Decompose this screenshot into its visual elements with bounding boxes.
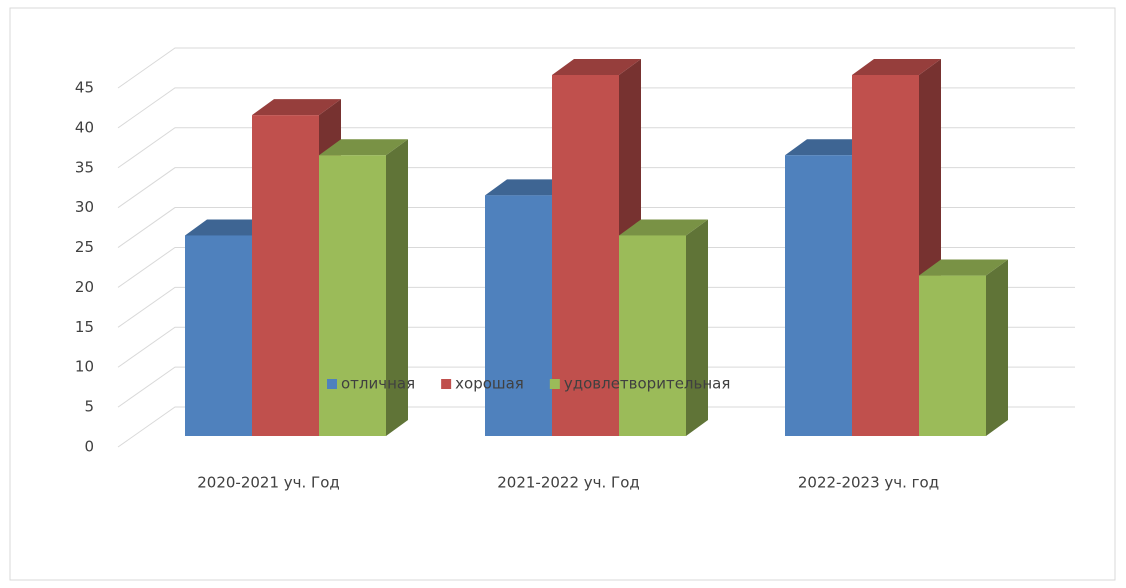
grid-line [117,47,1075,89]
bar-top [919,259,1008,276]
bar [785,155,852,436]
grid-line [117,366,1075,408]
grid-line [117,286,1075,328]
bar-top [319,139,408,156]
x-tick-label: 2021-2022 уч. Год [497,474,640,492]
bar [319,155,386,436]
bar [619,235,686,436]
bar [852,75,919,436]
grid-line [117,127,1075,169]
bar [485,195,552,436]
grid-line [117,326,1075,368]
grid-line [117,246,1075,288]
bar [185,235,252,436]
legend-swatch [441,379,452,389]
y-tick-label: 10 [75,358,94,376]
bar-side [686,219,708,436]
grid-line [117,167,1075,209]
y-tick-label: 45 [75,79,94,97]
legend-label: отличная [341,375,415,393]
legend-label: удовлетворительная [564,375,731,393]
bar-top [185,219,274,236]
bar-top [485,179,574,196]
y-tick-label: 15 [75,318,94,336]
bar-top [552,59,641,75]
bar-side [386,139,408,436]
legend-label: хорошая [455,375,524,393]
bar-top [785,139,874,156]
grid-line [117,406,1075,448]
y-tick-label: 30 [75,198,94,216]
y-tick-label: 20 [75,278,94,296]
bar-top [619,219,708,236]
bar-side [986,259,1008,436]
y-tick-label: 25 [75,238,94,256]
grid-line [117,87,1075,129]
y-tick-label: 35 [75,158,94,176]
bar-top [252,99,341,116]
grid-line [117,207,1075,248]
x-tick-label: 2020-2021 уч. Год [197,474,340,492]
bar [252,115,319,436]
legend-swatch [327,379,337,389]
y-tick-label: 5 [84,398,94,416]
x-tick-label: 2022-2023 уч. год [798,474,939,492]
y-tick-label: 40 [75,118,94,136]
bar [552,75,619,436]
legend-swatch [549,379,560,389]
bar-top [852,59,941,75]
bar [919,275,986,436]
y-tick-label: 0 [84,438,94,456]
